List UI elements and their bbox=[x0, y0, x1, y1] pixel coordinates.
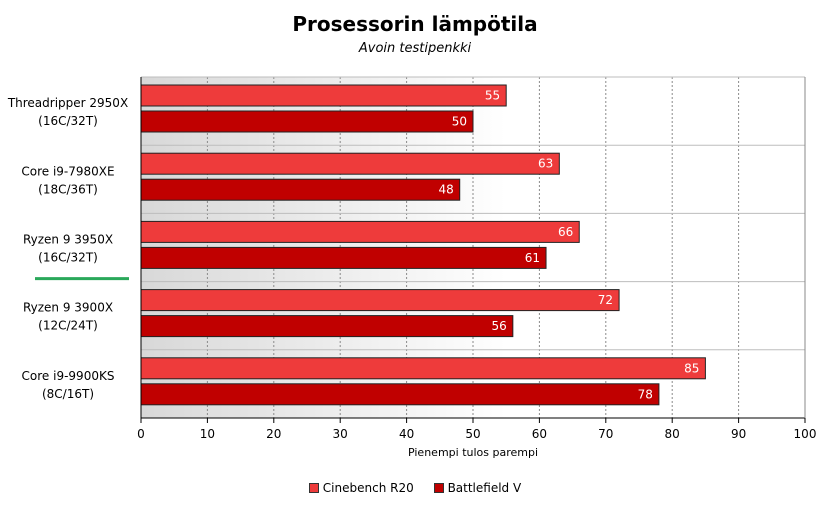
x-tick-label: 90 bbox=[731, 427, 746, 441]
x-tick-label: 20 bbox=[266, 427, 281, 441]
x-tick-label: 30 bbox=[333, 427, 348, 441]
chart-title: Prosessorin lämpötila bbox=[292, 12, 538, 36]
bar-cinebench bbox=[140, 152, 560, 175]
category-label: Core i9-7980XE bbox=[21, 164, 114, 178]
bar-value-label: 63 bbox=[538, 157, 553, 171]
x-tick-label: 40 bbox=[399, 427, 414, 441]
x-tick-label: 0 bbox=[137, 427, 145, 441]
bar-value-label: 50 bbox=[452, 115, 467, 129]
bar-value-label: 55 bbox=[485, 89, 500, 103]
legend-item-battlefield: Battlefield V bbox=[433, 481, 522, 495]
bar-battlefield bbox=[140, 178, 461, 201]
bar-value-label: 66 bbox=[558, 225, 573, 239]
bar-value-label: 85 bbox=[684, 361, 699, 375]
bar-value-label: 78 bbox=[638, 387, 653, 401]
bar-battlefield bbox=[140, 110, 474, 133]
x-tick-label: 70 bbox=[598, 427, 613, 441]
legend-label-cinebench: Cinebench R20 bbox=[322, 481, 414, 495]
legend-swatch-battlefield bbox=[433, 483, 444, 493]
category-sublabel: (16C/32T) bbox=[38, 251, 98, 265]
bar-cinebench bbox=[140, 289, 620, 312]
x-tick-label: 50 bbox=[465, 427, 480, 441]
x-tick-label: 10 bbox=[200, 427, 215, 441]
bar-value-label: 61 bbox=[525, 251, 540, 265]
bar-cinebench bbox=[140, 84, 507, 107]
category-sublabel: (8C/16T) bbox=[42, 387, 94, 401]
bar-battlefield bbox=[140, 246, 547, 269]
chart-subtitle: Avoin testipenkki bbox=[358, 41, 472, 56]
category-sublabel: (16C/32T) bbox=[38, 114, 98, 128]
x-tick-label: 60 bbox=[532, 427, 547, 441]
category-label: Ryzen 9 3900X bbox=[23, 301, 113, 315]
category-sublabel: (12C/24T) bbox=[38, 319, 98, 333]
x-tick-label: 100 bbox=[794, 427, 817, 441]
bar-value-label: 48 bbox=[438, 183, 453, 197]
bar-value-label: 56 bbox=[492, 319, 507, 333]
bar-cinebench bbox=[140, 220, 580, 243]
bar-battlefield bbox=[140, 315, 514, 338]
legend-item-cinebench: Cinebench R20 bbox=[308, 481, 414, 495]
legend: Cinebench R20 Battlefield V bbox=[0, 481, 830, 496]
category-label: Ryzen 9 3950X bbox=[23, 233, 113, 247]
bar-value-label: 72 bbox=[598, 293, 613, 307]
legend-label-battlefield: Battlefield V bbox=[447, 481, 522, 495]
category-label: Core i9-9900KS bbox=[22, 369, 115, 383]
category-label: Threadripper 2950X bbox=[7, 96, 128, 110]
bar-cinebench bbox=[140, 357, 706, 380]
category-sublabel: (18C/36T) bbox=[38, 182, 98, 196]
legend-swatch-cinebench bbox=[308, 483, 319, 493]
bar-battlefield bbox=[140, 383, 660, 406]
x-axis-title: Pienempi tulos parempi bbox=[408, 446, 538, 459]
x-tick-label: 80 bbox=[665, 427, 680, 441]
